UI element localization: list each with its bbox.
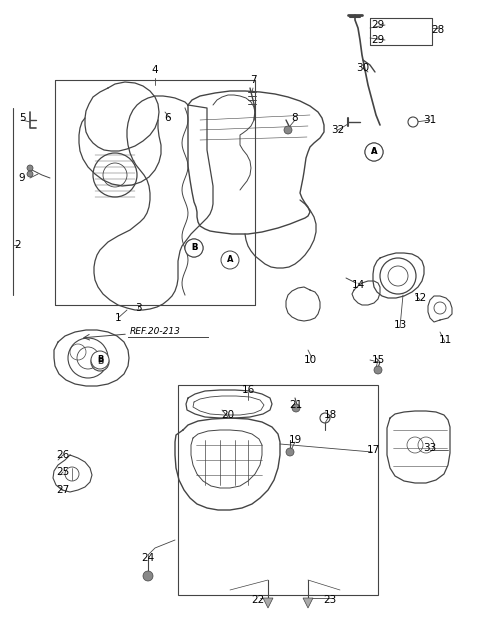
Text: 17: 17 (366, 445, 380, 455)
Text: 28: 28 (432, 25, 444, 35)
Text: 25: 25 (56, 467, 70, 477)
Text: A: A (371, 147, 377, 156)
Circle shape (292, 404, 300, 412)
Text: 4: 4 (152, 65, 158, 75)
Text: 19: 19 (288, 435, 301, 445)
Text: A: A (227, 256, 233, 265)
Circle shape (143, 571, 153, 581)
Text: B: B (97, 356, 103, 365)
Text: 29: 29 (372, 35, 384, 45)
Text: 14: 14 (351, 280, 365, 290)
Text: 7: 7 (250, 75, 256, 85)
Text: 15: 15 (372, 355, 384, 365)
Circle shape (408, 117, 418, 127)
Circle shape (185, 239, 203, 257)
Text: 24: 24 (142, 553, 155, 563)
Text: 29: 29 (372, 20, 384, 30)
Text: 1: 1 (115, 313, 121, 323)
Text: 32: 32 (331, 125, 345, 135)
Text: 30: 30 (357, 63, 370, 73)
Text: 13: 13 (394, 320, 407, 330)
Text: 8: 8 (292, 113, 298, 123)
Circle shape (365, 143, 383, 161)
Text: 10: 10 (303, 355, 317, 365)
Text: 21: 21 (289, 400, 302, 410)
Text: 26: 26 (56, 450, 70, 460)
Circle shape (286, 448, 294, 456)
Polygon shape (263, 598, 273, 608)
Text: 9: 9 (19, 173, 25, 183)
Text: B: B (191, 244, 197, 253)
Text: A: A (371, 147, 377, 156)
Polygon shape (303, 598, 313, 608)
Text: REF.20-213: REF.20-213 (130, 327, 181, 337)
Circle shape (221, 251, 239, 269)
Text: 11: 11 (438, 335, 452, 345)
Text: 31: 31 (423, 115, 437, 125)
Text: 12: 12 (413, 293, 427, 303)
Text: 18: 18 (324, 410, 336, 420)
Text: 20: 20 (221, 410, 235, 420)
Circle shape (91, 351, 109, 369)
Circle shape (27, 165, 33, 171)
Text: B: B (191, 244, 197, 253)
Circle shape (365, 143, 383, 161)
Text: 27: 27 (56, 485, 70, 495)
Text: B: B (97, 358, 103, 367)
Text: 23: 23 (324, 595, 336, 605)
Circle shape (374, 366, 382, 374)
Text: 2: 2 (15, 240, 21, 250)
Text: 6: 6 (165, 113, 171, 123)
Text: 5: 5 (19, 113, 25, 123)
Bar (178, 385, 378, 595)
Text: 22: 22 (252, 595, 264, 605)
Circle shape (284, 126, 292, 134)
Circle shape (185, 239, 203, 257)
Text: 16: 16 (241, 385, 254, 395)
Circle shape (91, 353, 109, 371)
Circle shape (27, 171, 33, 177)
Text: 3: 3 (135, 303, 141, 313)
Text: 33: 33 (423, 443, 437, 453)
